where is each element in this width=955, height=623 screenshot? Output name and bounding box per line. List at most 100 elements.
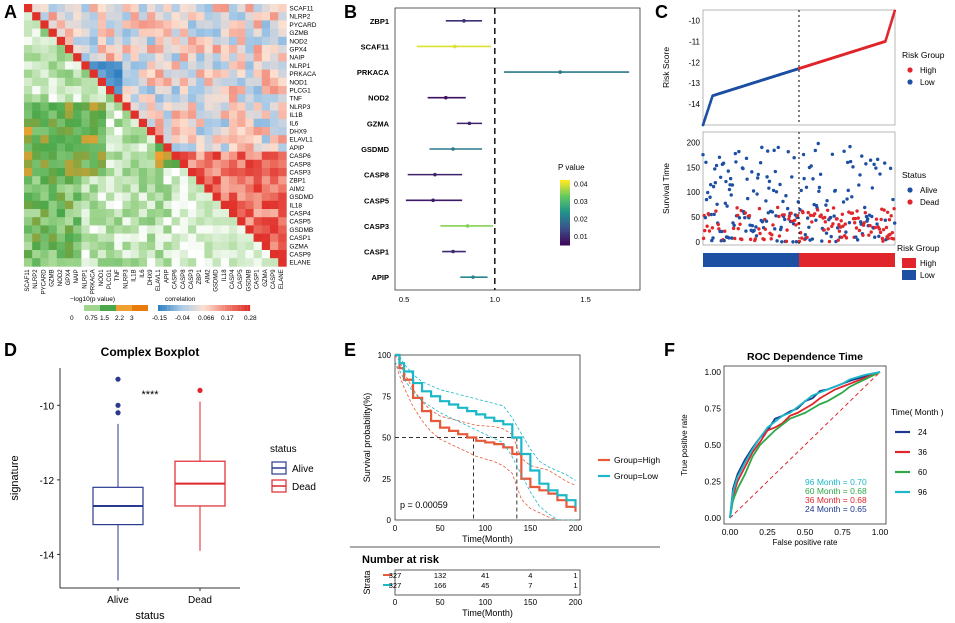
heatmap-cell xyxy=(220,200,230,210)
heatmap-cell xyxy=(81,86,90,95)
heatmap-row-label: PLCG1 xyxy=(289,88,311,95)
heatmap-cell xyxy=(212,12,222,21)
survival-point xyxy=(756,172,760,177)
heatmap-cell xyxy=(122,241,131,251)
survival-point xyxy=(839,219,843,223)
km-ci-upper xyxy=(394,354,576,486)
heatmap-cell xyxy=(220,209,230,218)
heatmap-cell xyxy=(65,233,74,243)
forest-panel: ZBP1SCAF11PRKACANOD2GZMAGSDMDCASP8CASP5C… xyxy=(357,7,641,304)
survival-point xyxy=(803,233,808,237)
survival-point xyxy=(725,204,729,208)
heatmap-cell xyxy=(220,69,230,79)
heatmap-cell xyxy=(204,4,213,13)
heatmap-cell xyxy=(163,217,172,226)
heatmap-cell xyxy=(114,118,123,128)
heatmap-cell xyxy=(24,241,33,251)
heatmap-cell xyxy=(155,250,164,259)
roc-x-label: False positive rate xyxy=(773,538,838,547)
survival-point xyxy=(856,216,860,220)
heatmap-cell xyxy=(237,61,246,70)
heatmap-cell xyxy=(245,102,254,111)
heatmap-cell xyxy=(122,86,131,95)
heatmap-cell xyxy=(204,159,213,169)
heatmap-row-label: AIM2 xyxy=(289,186,305,193)
heatmap-cell xyxy=(163,200,172,210)
heatmap-cell xyxy=(270,159,279,169)
survival-point xyxy=(825,198,829,203)
heatmap-cell xyxy=(122,53,131,62)
heatmap-cell xyxy=(188,86,197,95)
heatmap-cell xyxy=(212,69,222,79)
heatmap-cell xyxy=(196,217,205,226)
heatmap-cell xyxy=(106,225,115,234)
heatmap-row-label: IL18 xyxy=(289,202,302,209)
heatmap-cell xyxy=(179,94,189,103)
survival-point xyxy=(763,227,768,231)
heatmap-cell xyxy=(122,168,131,177)
heatmap-cell xyxy=(40,102,49,111)
survival-point xyxy=(764,219,769,223)
heatmap-cell xyxy=(212,159,222,169)
heatmap-cell xyxy=(155,143,164,152)
survival-point xyxy=(771,188,776,193)
heatmap-cell xyxy=(65,159,74,169)
survival-point xyxy=(814,218,818,222)
heatmap-cell xyxy=(106,127,115,136)
heatmap-cell xyxy=(56,217,66,226)
heatmap-cell xyxy=(171,4,181,13)
heatmap-cell xyxy=(179,127,189,136)
survival-point xyxy=(767,179,772,184)
survival-point xyxy=(889,214,893,218)
heatmap-cell xyxy=(24,127,33,136)
heatmap-cell xyxy=(171,127,181,136)
legend-cor-swatch xyxy=(162,305,165,311)
survival-point xyxy=(767,186,771,190)
survival-point xyxy=(755,192,759,196)
heatmap-cell xyxy=(237,258,246,267)
heatmap-cell xyxy=(204,102,213,111)
survival-point xyxy=(888,166,893,171)
heatmap-cell xyxy=(237,102,246,111)
heatmap-cell xyxy=(122,184,131,193)
heatmap-cell xyxy=(147,28,156,38)
heatmap-cell xyxy=(97,176,107,185)
heatmap-cell xyxy=(73,143,82,152)
heatmap-cell xyxy=(237,143,246,152)
heatmap-cell xyxy=(163,225,172,234)
heatmap-cell xyxy=(89,53,99,62)
heatmap-cell xyxy=(196,176,205,185)
heatmap-cell xyxy=(147,159,156,169)
survival-point xyxy=(853,221,857,225)
heatmap-cell xyxy=(212,127,222,136)
heatmap-cell xyxy=(32,45,41,54)
heatmap-cell xyxy=(97,192,107,202)
heatmap-cell xyxy=(196,258,205,267)
heatmap-cell xyxy=(155,118,164,128)
heatmap-cell xyxy=(179,151,189,161)
boxplot-outlier xyxy=(115,376,121,382)
heatmap-cell xyxy=(196,159,205,169)
forest-legend-swatch xyxy=(560,229,570,233)
heatmap-cell xyxy=(73,241,82,251)
survival-point xyxy=(789,211,793,215)
survival-point xyxy=(854,235,858,239)
heatmap-cell xyxy=(155,36,164,46)
legend-cor-swatch xyxy=(210,305,214,311)
forest-legend-swatch xyxy=(560,219,570,222)
heatmap-cell xyxy=(220,176,230,185)
heatmap-cell xyxy=(130,250,140,259)
heatmap-cell xyxy=(188,184,197,193)
heatmap-cell xyxy=(204,69,213,79)
km-curve xyxy=(395,353,577,507)
heatmap-cell xyxy=(253,77,263,87)
roc-legend-label: 24 xyxy=(918,428,927,437)
heatmap-cell xyxy=(278,28,287,38)
panel-label-d: D xyxy=(4,340,17,360)
survival-point xyxy=(845,197,849,201)
heatmap-cell xyxy=(73,151,82,161)
heatmap-row-label: CASP6 xyxy=(289,153,311,160)
heatmap-cell xyxy=(212,209,222,218)
heatmap-cell xyxy=(253,110,263,120)
heatmap-cell xyxy=(212,94,222,103)
